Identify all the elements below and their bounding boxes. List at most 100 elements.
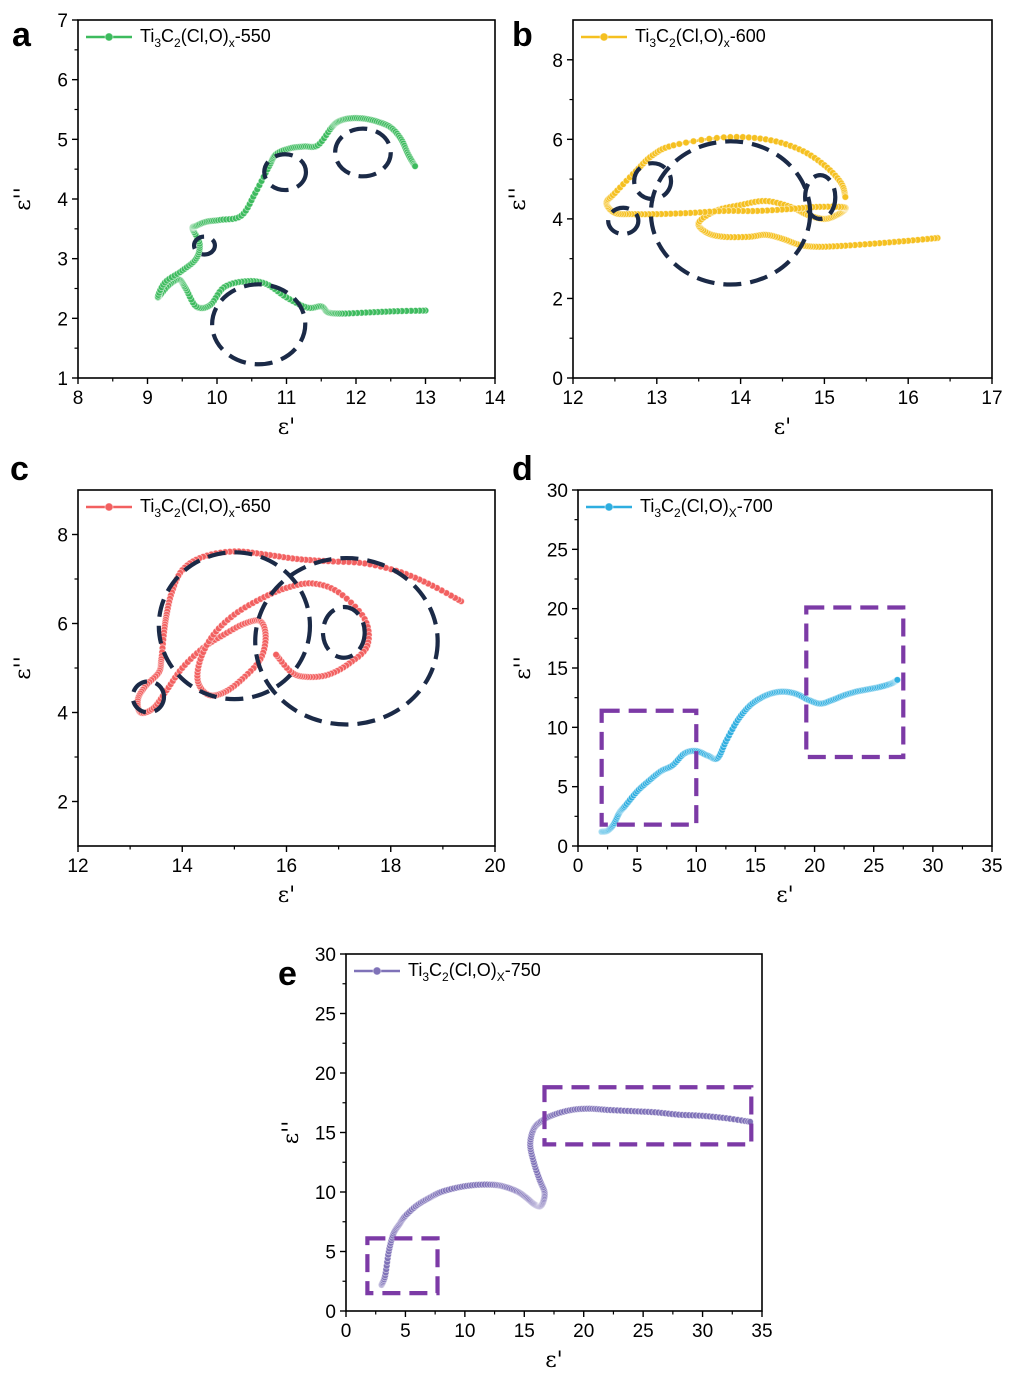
x-tick-label: 12 bbox=[562, 388, 583, 409]
panel-letter: a bbox=[12, 16, 32, 54]
legend-text-part: (Cl,O) bbox=[449, 960, 497, 980]
y-tick-label: 20 bbox=[315, 1064, 336, 1085]
y-tick-label: 30 bbox=[315, 945, 336, 966]
legend-text-part: C bbox=[429, 960, 442, 980]
legend-text-part: C bbox=[161, 26, 174, 46]
legend-text-part: C bbox=[661, 496, 674, 516]
dashed-circle-annotation bbox=[320, 604, 367, 660]
x-tick-label: 8 bbox=[73, 388, 84, 409]
legend-subscript: 2 bbox=[669, 36, 676, 50]
x-tick-label: 16 bbox=[898, 388, 919, 409]
x-tick-label: 14 bbox=[172, 856, 194, 877]
data-point bbox=[893, 676, 902, 684]
legend-subscript: x bbox=[229, 36, 235, 50]
x-tick-label: 18 bbox=[380, 856, 401, 877]
legend-text-part: (Cl,O) bbox=[681, 496, 729, 516]
legend-label: Ti3C2(Cl,O)x-550 bbox=[140, 26, 271, 50]
x-tick-label: 15 bbox=[814, 388, 835, 409]
y-tick-label: 2 bbox=[57, 309, 68, 330]
x-tick-label: 9 bbox=[142, 388, 153, 409]
legend-label: Ti3C2(Cl,O)X-750 bbox=[408, 960, 541, 984]
legend-subscript: 2 bbox=[674, 506, 681, 520]
legend-marker bbox=[599, 32, 609, 42]
y-tick-label: 4 bbox=[57, 704, 68, 725]
x-tick-label: 12 bbox=[345, 388, 366, 409]
x-tick-label: 16 bbox=[276, 856, 297, 877]
x-axis-label: ε' bbox=[278, 415, 295, 440]
legend-text-part: -700 bbox=[737, 496, 773, 516]
x-axis-label: ε' bbox=[776, 883, 793, 908]
legend-text-part: (Cl,O) bbox=[676, 26, 724, 46]
legend-text-part: -650 bbox=[235, 496, 271, 516]
legend-text-part: -600 bbox=[730, 26, 766, 46]
x-tick-label: 14 bbox=[484, 388, 506, 409]
data-point bbox=[682, 138, 690, 147]
legend-subscript: x bbox=[724, 36, 730, 50]
dashed-circle-annotation bbox=[130, 679, 167, 715]
y-tick-label: 4 bbox=[552, 210, 563, 231]
y-tick-label: 25 bbox=[547, 540, 568, 561]
legend-text-part: Ti bbox=[140, 26, 154, 46]
data-point bbox=[732, 133, 741, 141]
legend-label: Ti3C2(Cl,O)x-650 bbox=[140, 496, 271, 520]
x-tick-label: 0 bbox=[573, 856, 584, 877]
x-tick-label: 5 bbox=[400, 1321, 411, 1342]
x-tick-label: 0 bbox=[341, 1321, 352, 1342]
y-tick-label: 8 bbox=[57, 526, 68, 547]
y-tick-label: 10 bbox=[315, 1183, 336, 1204]
dashed-box-annotation bbox=[365, 1236, 440, 1296]
x-tick-label: 15 bbox=[514, 1321, 535, 1342]
y-tick-label: 15 bbox=[547, 659, 568, 680]
x-tick-label: 10 bbox=[686, 856, 707, 877]
y-tick-label: 25 bbox=[315, 1005, 336, 1026]
y-axis-label: ε'' bbox=[506, 187, 531, 211]
y-tick-label: 2 bbox=[552, 289, 563, 310]
x-tick-label: 14 bbox=[730, 388, 752, 409]
dashed-circle-annotation bbox=[606, 205, 641, 237]
data-point bbox=[272, 650, 280, 659]
y-tick-label: 0 bbox=[325, 1302, 336, 1323]
x-tick-label: 20 bbox=[484, 856, 505, 877]
y-tick-label: 6 bbox=[57, 71, 68, 92]
legend-marker bbox=[372, 966, 382, 976]
y-tick-label: 7 bbox=[57, 11, 68, 32]
y-tick-label: 20 bbox=[547, 600, 568, 621]
y-tick-label: 5 bbox=[557, 778, 568, 799]
y-axis-label: ε'' bbox=[11, 656, 36, 680]
x-tick-label: 30 bbox=[922, 856, 943, 877]
dashed-circle-annotation bbox=[210, 282, 308, 367]
x-tick-label: 13 bbox=[415, 388, 436, 409]
legend-subscript: 3 bbox=[422, 970, 429, 984]
y-axis-label: ε'' bbox=[511, 656, 536, 680]
data-point bbox=[697, 136, 706, 144]
y-tick-label: 15 bbox=[315, 1124, 336, 1145]
legend-text-part: -750 bbox=[505, 960, 541, 980]
y-tick-label: 6 bbox=[552, 130, 563, 151]
dashed-circle-annotation bbox=[803, 173, 838, 221]
dashed-circle-annotation bbox=[191, 234, 218, 257]
y-axis-label: ε'' bbox=[11, 187, 36, 211]
legend-text-part: Ti bbox=[640, 496, 654, 516]
data-point bbox=[689, 137, 698, 145]
x-tick-label: 25 bbox=[633, 1321, 654, 1342]
legend-subscript: 2 bbox=[442, 970, 449, 984]
panel-letter: b bbox=[512, 16, 533, 54]
x-tick-label: 20 bbox=[804, 856, 825, 877]
y-tick-label: 4 bbox=[57, 190, 68, 211]
plot-frame bbox=[77, 19, 496, 379]
x-tick-label: 35 bbox=[981, 856, 1002, 877]
y-tick-label: 5 bbox=[57, 130, 68, 151]
panel-e: 0 5 10 15 20 25 30 35 0 5 10 15 20 25 30 ε' ε'' e Ti3C2(Cl… bbox=[278, 945, 773, 1373]
legend-subscript: X bbox=[729, 506, 737, 520]
y-tick-label: 1 bbox=[57, 369, 68, 390]
dashed-circle-annotation bbox=[333, 126, 393, 179]
legend-label: Ti3C2(Cl,O)x-600 bbox=[635, 26, 766, 50]
legend-marker bbox=[604, 502, 614, 512]
x-tick-label: 15 bbox=[745, 856, 766, 877]
dashed-circle-annotation bbox=[262, 152, 309, 193]
data-point bbox=[411, 162, 419, 170]
